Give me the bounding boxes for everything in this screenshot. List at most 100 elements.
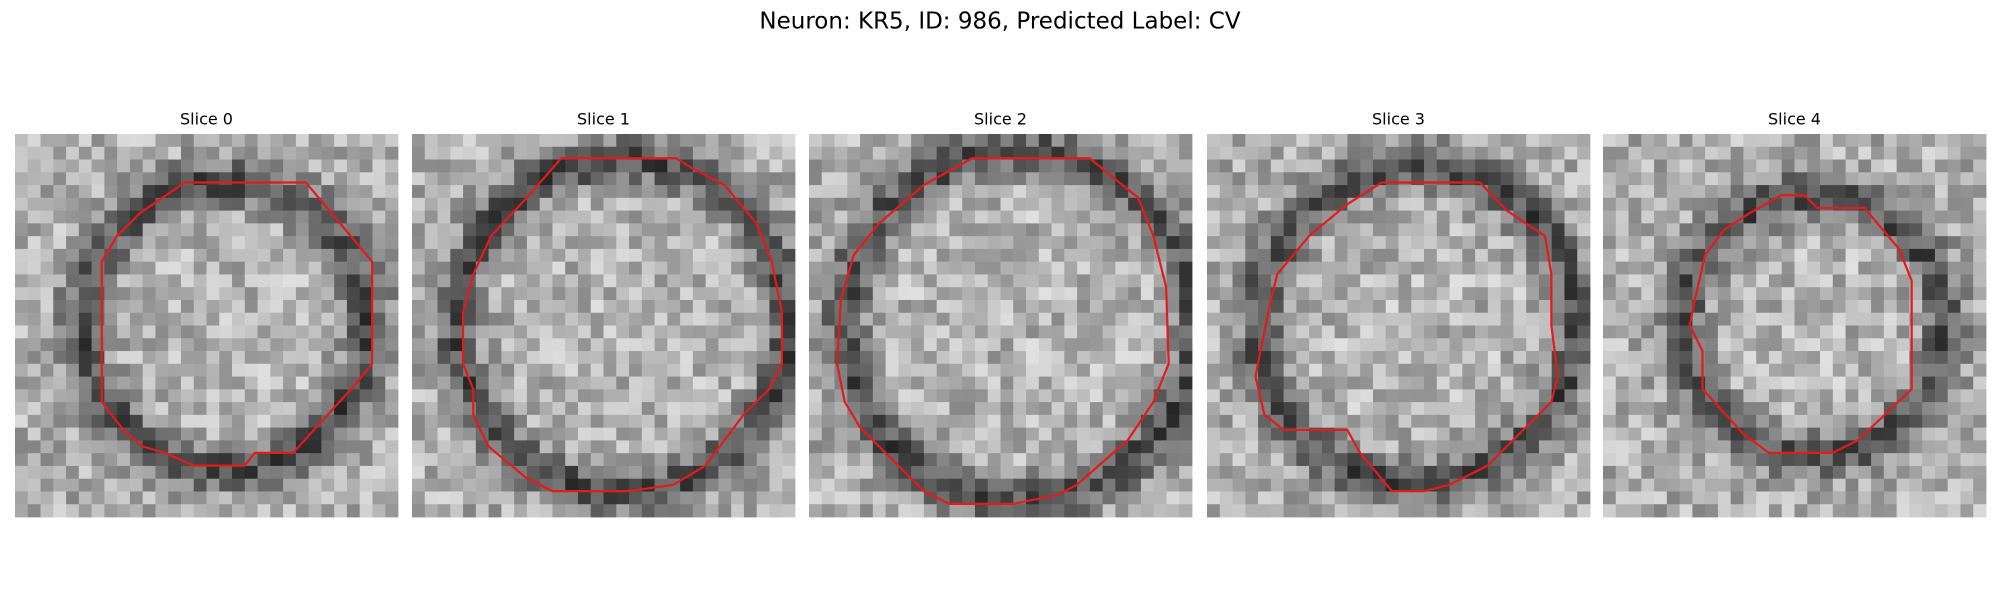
pixel bbox=[1883, 146, 1898, 160]
pixel bbox=[1347, 465, 1361, 480]
pixel bbox=[155, 453, 169, 467]
pixel bbox=[1475, 223, 1489, 237]
pixel bbox=[1666, 504, 1680, 518]
pixel bbox=[1513, 223, 1527, 237]
pixel bbox=[1500, 414, 1514, 429]
pixel bbox=[1411, 299, 1425, 314]
pixel bbox=[488, 248, 502, 263]
pixel bbox=[565, 414, 579, 429]
pixel bbox=[834, 478, 848, 492]
pixel bbox=[1089, 414, 1104, 429]
pixel bbox=[334, 274, 348, 288]
pixel bbox=[1692, 504, 1706, 518]
pixel bbox=[1973, 504, 1987, 518]
pixel bbox=[1641, 223, 1655, 237]
pixel bbox=[244, 287, 258, 301]
pixel bbox=[1207, 414, 1221, 429]
pixel bbox=[1705, 261, 1719, 275]
pixel bbox=[1705, 363, 1719, 377]
pixel bbox=[1896, 427, 1910, 441]
pixel bbox=[1781, 376, 1795, 390]
pixel bbox=[911, 236, 925, 250]
pixel bbox=[27, 363, 41, 377]
pixel bbox=[244, 159, 258, 173]
pixel bbox=[987, 440, 1001, 454]
pixel bbox=[603, 325, 617, 339]
pixel bbox=[270, 185, 284, 199]
pixel bbox=[809, 210, 823, 224]
pixel bbox=[1128, 223, 1142, 237]
pixel bbox=[1960, 465, 1974, 480]
pixel bbox=[1768, 299, 1783, 314]
pixel bbox=[565, 389, 579, 403]
pixel bbox=[488, 453, 502, 467]
pixel bbox=[1947, 402, 1961, 416]
pixel bbox=[834, 504, 848, 518]
pixel bbox=[104, 312, 118, 326]
pixel bbox=[53, 248, 67, 263]
pixel bbox=[1628, 172, 1642, 186]
pixel bbox=[27, 210, 41, 224]
pixel bbox=[1283, 338, 1297, 352]
pixel bbox=[104, 465, 118, 480]
pixel bbox=[1102, 440, 1116, 454]
pixel bbox=[552, 134, 566, 148]
pixel bbox=[437, 402, 451, 416]
pixel bbox=[1794, 236, 1808, 250]
pixel bbox=[1909, 159, 1923, 173]
pixel bbox=[257, 504, 271, 518]
pixel bbox=[283, 351, 297, 365]
pixel bbox=[1179, 427, 1193, 441]
pixel bbox=[731, 223, 745, 237]
pixel bbox=[1385, 146, 1399, 160]
pixel bbox=[270, 134, 284, 148]
pixel bbox=[1922, 134, 1936, 148]
pixel bbox=[117, 453, 131, 467]
pixel bbox=[1960, 453, 1974, 467]
pixel bbox=[1666, 414, 1680, 429]
pixel bbox=[962, 172, 976, 186]
pixel bbox=[1705, 210, 1719, 224]
pixel bbox=[1462, 363, 1476, 377]
pixel bbox=[911, 351, 925, 365]
pixel bbox=[1973, 146, 1987, 160]
pixel bbox=[66, 287, 80, 301]
pixel bbox=[1115, 274, 1129, 288]
pixel bbox=[295, 414, 310, 429]
pixel bbox=[962, 312, 976, 326]
pixel bbox=[385, 465, 399, 480]
pixel bbox=[1577, 159, 1591, 173]
pixel bbox=[782, 351, 796, 365]
pixel bbox=[1717, 172, 1732, 186]
pixel bbox=[987, 261, 1001, 275]
pixel bbox=[1513, 185, 1527, 199]
pixel bbox=[168, 287, 182, 301]
pixel bbox=[629, 261, 643, 275]
pixel bbox=[1973, 172, 1987, 186]
pixel bbox=[705, 338, 719, 352]
pixel bbox=[1153, 146, 1167, 160]
pixel bbox=[1411, 478, 1425, 492]
pixel bbox=[232, 351, 246, 365]
pixel bbox=[1883, 363, 1898, 377]
pixel bbox=[1449, 236, 1463, 250]
pixel bbox=[424, 134, 438, 148]
pixel bbox=[860, 325, 874, 339]
pixel bbox=[1102, 274, 1116, 288]
pixel bbox=[692, 389, 707, 403]
pixel bbox=[1038, 376, 1052, 390]
pixel bbox=[1309, 465, 1323, 480]
pixel bbox=[1628, 210, 1642, 224]
pixel bbox=[193, 210, 207, 224]
pixel bbox=[1820, 389, 1834, 403]
pixel bbox=[667, 389, 681, 403]
pixel bbox=[1179, 146, 1193, 160]
pixel bbox=[91, 414, 105, 429]
pixel bbox=[641, 223, 655, 237]
pixel bbox=[219, 134, 233, 148]
pixel bbox=[1347, 389, 1361, 403]
pixel bbox=[936, 223, 950, 237]
pixel bbox=[1347, 351, 1361, 365]
pixel bbox=[1666, 338, 1680, 352]
pixel bbox=[565, 287, 579, 301]
